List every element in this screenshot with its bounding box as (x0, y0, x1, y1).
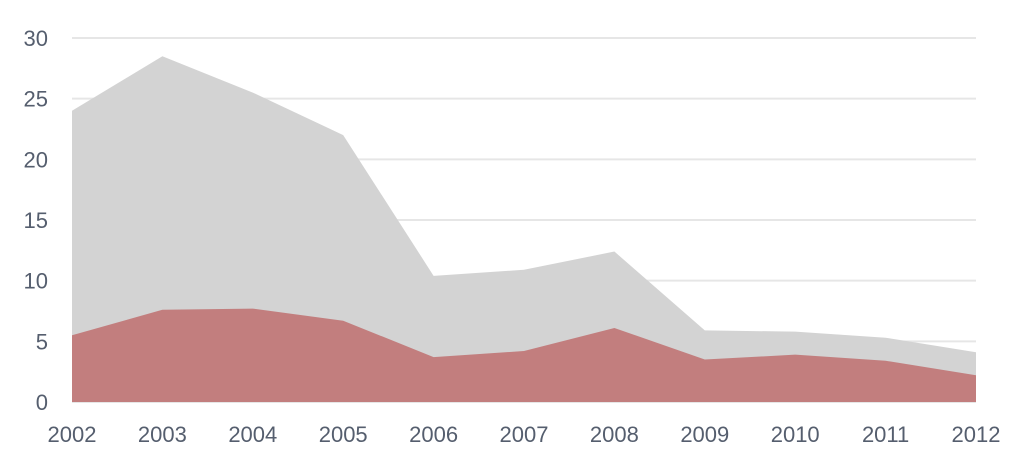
area-series (72, 56, 976, 402)
y-axis-ticks: 0 5 10 15 20 25 30 (24, 26, 48, 415)
y-tick-label: 25 (24, 87, 48, 112)
y-tick-label: 10 (24, 269, 48, 294)
x-tick-label: 2012 (952, 422, 1001, 447)
y-tick-label: 0 (36, 390, 48, 415)
x-tick-label: 2003 (138, 422, 187, 447)
x-tick-label: 2011 (862, 422, 909, 447)
y-tick-label: 15 (24, 208, 48, 233)
y-tick-label: 5 (36, 329, 48, 354)
x-tick-label: 2009 (680, 422, 729, 447)
x-tick-label: 2006 (409, 422, 458, 447)
y-tick-label: 30 (24, 26, 48, 51)
y-tick-label: 20 (24, 147, 48, 172)
x-tick-label: 2010 (771, 422, 820, 447)
x-tick-label: 2002 (48, 422, 97, 447)
area-series-2 (72, 308, 976, 402)
x-tick-label: 2004 (228, 422, 277, 447)
x-tick-label: 2007 (500, 422, 549, 447)
x-tick-label: 2008 (590, 422, 639, 447)
x-tick-label: 2005 (319, 422, 368, 447)
x-axis-ticks: 2002 2003 2004 2005 2006 2007 2008 2009 2010 2011… (48, 422, 1001, 447)
